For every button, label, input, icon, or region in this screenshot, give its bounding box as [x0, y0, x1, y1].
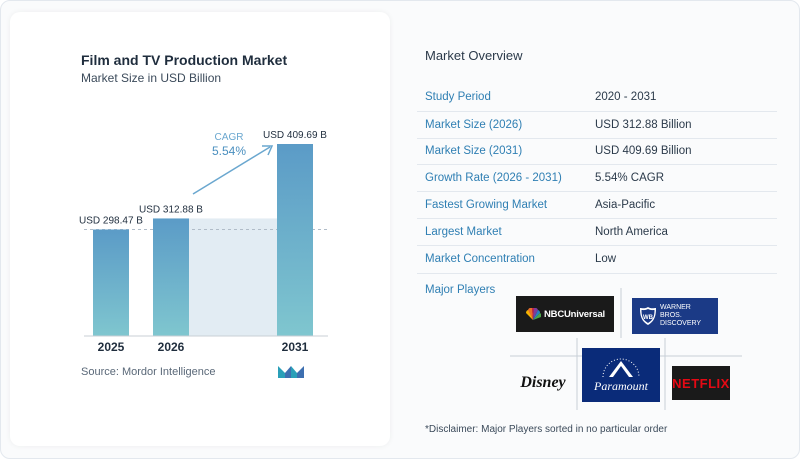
overview-key: Fastest Growing Market [425, 199, 548, 212]
overview-value: Low [595, 252, 617, 265]
overview-row: Fastest Growing Market Asia-Pacific [417, 191, 777, 218]
mountain-icon [602, 358, 640, 377]
player-logos: NBCUniversal WB WARNER BROS. DISCOVERY D… [510, 288, 742, 410]
svg-text:WB: WB [643, 315, 654, 321]
nbcuniversal-logo: NBCUniversal [516, 296, 614, 332]
netflix-text: NETFLIX [672, 375, 730, 391]
overview-row: Study Period 2020 - 2031 [417, 84, 777, 111]
nbcuniversal-text: NBCUniversal [544, 308, 605, 320]
paramount-logo: Paramount [582, 348, 660, 402]
wb-shield-icon: WB [640, 307, 656, 325]
data-label-2031: USD 409.69 B [263, 130, 327, 141]
disclaimer-text: *Disclaimer: Major Players sorted in no … [425, 424, 668, 435]
source-text: Source: Mordor Intelligence [81, 366, 216, 378]
overview-value: North America [595, 225, 668, 238]
bar-2031 [277, 144, 313, 336]
disney-text: Disney [520, 374, 566, 391]
overview-row: Market Size (2026) USD 312.88 Billion [417, 110, 777, 138]
overview-row: Market Concentration Low [417, 244, 777, 272]
mordor-intelligence-logo-icon [278, 366, 304, 378]
bar-chart: USD 298.47 B 2025 USD 312.88 B 2026 USD 409.… [79, 130, 328, 354]
x-tick-label-2026: 2026 [158, 340, 185, 354]
overview-key: Market Size (2031) [425, 145, 523, 158]
netflix-logo: NETFLIX [672, 366, 730, 400]
players-divider [417, 273, 777, 274]
cagr-label: CAGR [215, 132, 244, 143]
peacock-icon [526, 308, 542, 320]
bar-2026 [153, 218, 189, 336]
major-players-label: Major Players [425, 284, 496, 296]
overview-row: Growth Rate (2026 - 2031) 5.54% CAGR [417, 164, 777, 191]
overview-value: USD 409.69 Billion [595, 145, 692, 158]
disney-logo: Disney [514, 368, 572, 398]
cagr-value: 5.54% [212, 144, 246, 158]
chart-subtitle: Market Size in USD Billion [81, 71, 222, 85]
data-label-2026: USD 312.88 B [139, 204, 203, 215]
chart-title: Film and TV Production Market [81, 52, 288, 68]
overview-key: Growth Rate (2026 - 2031) [425, 172, 562, 185]
overview-key: Study Period [425, 91, 491, 104]
x-tick-label-2025: 2025 [98, 340, 125, 354]
overview-value: Asia-Pacific [595, 199, 656, 212]
overview-key: Largest Market [425, 225, 502, 238]
overview-value: 5.54% CAGR [595, 172, 665, 185]
overview-row: Market Size (2031) USD 409.69 Billion [417, 137, 777, 165]
overview-value: USD 312.88 Billion [595, 118, 692, 131]
warner-bros-discovery-text: WARNER BROS. DISCOVERY [660, 304, 702, 327]
overview-table: Study Period 2020 - 2031 Market Size (20… [417, 84, 777, 272]
bar-2025 [93, 229, 129, 336]
overview-key: Market Concentration [425, 252, 535, 265]
overview-key: Market Size (2026) [425, 118, 523, 131]
x-tick-label-2031: 2031 [282, 340, 309, 354]
overview-row: Largest Market North America [417, 217, 777, 245]
data-label-2025: USD 298.47 B [79, 216, 143, 227]
warner-bros-discovery-logo: WB WARNER BROS. DISCOVERY [632, 298, 718, 334]
overview-value: 2020 - 2031 [595, 91, 657, 104]
cagr-arrow-line [192, 146, 271, 195]
paramount-text: Paramount [594, 378, 648, 393]
cagr-arrowhead [262, 145, 274, 156]
growth-shade-area [189, 218, 277, 336]
overview-title: Market Overview [425, 48, 523, 63]
